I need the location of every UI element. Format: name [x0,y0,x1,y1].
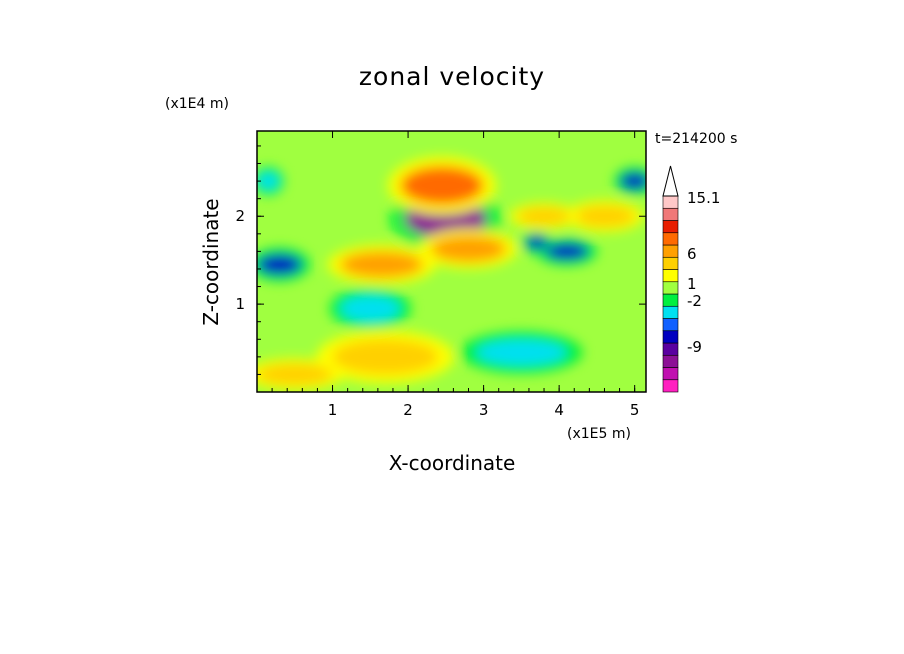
contour-feature [430,235,507,262]
y-axis-label: Z-coordinate [199,198,223,325]
colorbar-level [662,354,679,368]
colorbar-level [662,342,679,356]
contour-feature [517,207,571,226]
contour-feature [257,254,303,276]
x-tick-label: 5 [630,401,640,419]
colorbar-level [662,232,679,246]
x-tick-label: 2 [403,401,413,419]
y-tick-label: 2 [235,207,245,225]
colorbar-level [662,367,679,381]
colorbar-label: -2 [687,292,702,310]
colorbar-label: -9 [687,338,702,356]
colorbar-level [662,318,679,332]
colorbar-level [662,330,679,344]
contour-field [257,131,646,392]
contour-feature [525,235,548,250]
colorbar-level [662,207,679,221]
colorbar-level [662,305,679,319]
x-tick-label: 4 [554,401,564,419]
colorbar-level [662,281,679,295]
colorbar-level [662,293,679,307]
colorbar-level [662,195,679,209]
colorbar-label: 6 [687,245,697,263]
plot-frame [256,130,647,393]
colorbar-level [662,379,679,393]
time-label: t=214200 s [655,131,737,147]
colorbar: 15.1 6 1-2 -9 [662,165,720,393]
contour-feature [257,363,333,385]
x-tick-label: 3 [479,401,489,419]
x-axis: 1 2 3 4 5 [271,131,640,419]
x-tick-label: 1 [328,401,338,419]
chart-title: zonal velocity [359,62,545,91]
contour-feature [574,205,635,227]
x-axis-label: X-coordinate [389,451,516,475]
contour-feature [619,172,646,190]
y-scale-label: (x1E4 m) [165,96,229,112]
colorbar-arrow [662,165,679,197]
colorbar-level [662,256,679,270]
contour-feature [400,166,484,205]
contour-feature [544,242,590,261]
colorbar-level [662,269,679,283]
colorbar-label: 1 [687,275,697,293]
colorbar-level [662,220,679,234]
y-tick-label: 1 [235,295,245,313]
contour-feature [257,172,280,190]
contour-feature [476,339,567,366]
colorbar-level [662,244,679,258]
contour-feature [332,339,439,375]
x-scale-label: (x1E5 m) [567,426,631,442]
contour-feature [340,295,401,322]
contour-feature [340,251,424,278]
colorbar-label: 15.1 [687,189,720,207]
y-axis: 12 [235,145,646,375]
